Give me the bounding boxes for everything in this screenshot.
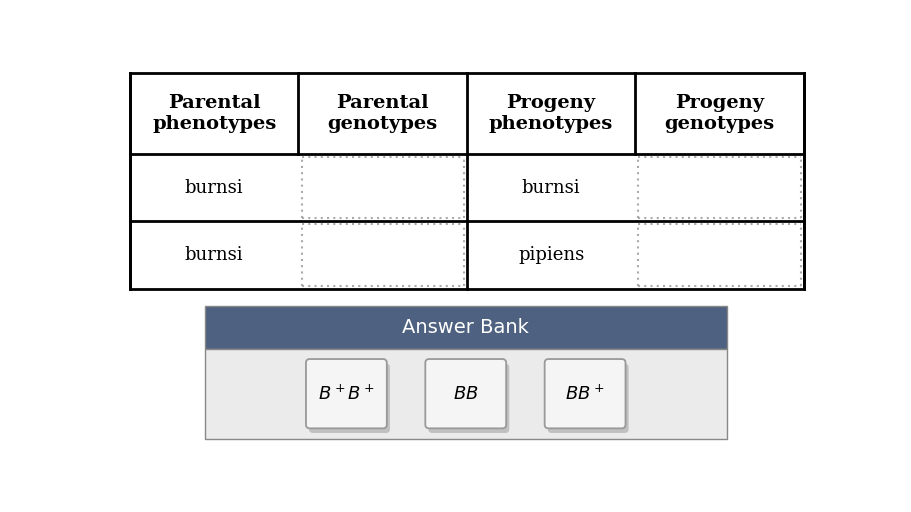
FancyBboxPatch shape — [548, 364, 629, 433]
Bar — [130, 73, 804, 289]
FancyBboxPatch shape — [545, 359, 626, 429]
Bar — [205, 306, 727, 349]
Text: burnsi: burnsi — [185, 246, 243, 264]
FancyBboxPatch shape — [428, 364, 509, 433]
Text: Parental
phenotypes: Parental phenotypes — [152, 94, 276, 133]
Text: burnsi: burnsi — [522, 179, 580, 197]
FancyBboxPatch shape — [425, 359, 507, 429]
Text: pipiens: pipiens — [518, 246, 584, 264]
Bar — [130, 73, 804, 289]
Text: $BB$: $BB$ — [453, 385, 478, 403]
Text: Answer Bank: Answer Bank — [403, 318, 529, 337]
FancyBboxPatch shape — [306, 359, 387, 429]
Text: burnsi: burnsi — [185, 179, 243, 197]
Text: Progeny
phenotypes: Progeny phenotypes — [489, 94, 613, 133]
Bar — [205, 349, 727, 439]
Text: $B^+B^+$: $B^+B^+$ — [318, 384, 374, 403]
Text: $BB^+$: $BB^+$ — [565, 384, 605, 403]
Text: Progeny
genotypes: Progeny genotypes — [664, 94, 774, 133]
Text: Parental
genotypes: Parental genotypes — [328, 94, 437, 133]
FancyBboxPatch shape — [309, 364, 390, 433]
